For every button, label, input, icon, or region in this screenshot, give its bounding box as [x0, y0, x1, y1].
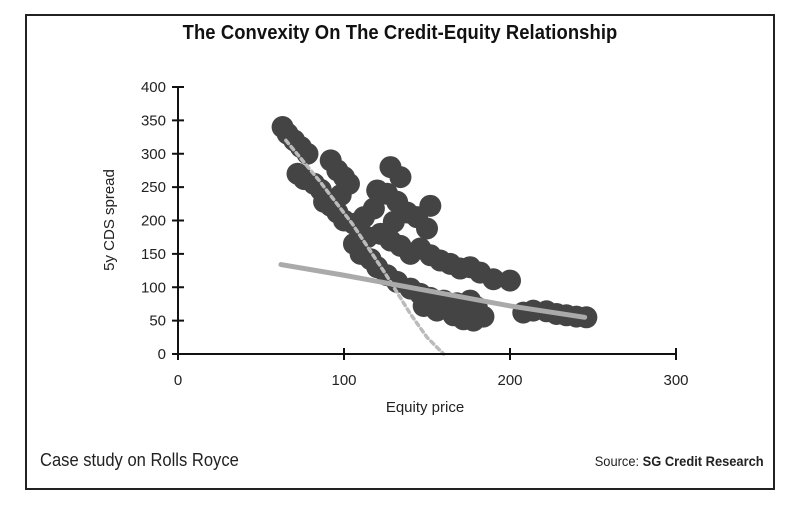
dashed-trend-line	[284, 138, 446, 356]
scatter-point	[296, 142, 319, 165]
y-tick-label: 200	[141, 213, 166, 230]
y-tick-label: 50	[149, 313, 166, 330]
scatter-point	[356, 226, 379, 249]
source-credit: Source: SG Credit Research	[595, 453, 764, 469]
y-tick-label: 350	[141, 112, 166, 129]
y-axis-label: 5y CDS spread	[101, 169, 118, 271]
case-study-caption: Case study on Rolls Royce	[40, 450, 239, 470]
x-tick-label: 100	[331, 372, 356, 389]
y-tick-label: 100	[141, 279, 166, 296]
scatter-point	[472, 305, 495, 328]
y-tick-label: 300	[141, 146, 166, 163]
x-tick-label: 0	[174, 372, 182, 389]
source-prefix: Source:	[595, 453, 640, 469]
source-name: SG Credit Research	[643, 453, 764, 469]
scatter-point	[419, 194, 442, 217]
scatter-point	[499, 269, 521, 292]
y-tick-label: 0	[158, 346, 166, 363]
y-tick-label: 150	[141, 246, 166, 263]
scatter-point	[359, 248, 382, 271]
solid-trend-line	[278, 262, 588, 320]
y-tick-label: 400	[141, 79, 166, 96]
x-axis-label: Equity price	[386, 399, 464, 416]
x-tick-label: 200	[497, 372, 522, 389]
scatter-point	[362, 197, 385, 220]
scatter-point	[389, 166, 412, 189]
scatter-point	[482, 268, 505, 291]
x-tick-label: 300	[663, 372, 688, 389]
scatter-point	[425, 299, 448, 322]
chart-marks	[271, 116, 598, 356]
scatter-point	[416, 217, 438, 240]
chart-title: The Convexity On The Credit-Equity Relat…	[182, 22, 618, 44]
y-tick-label: 250	[141, 179, 166, 196]
chart-axes: 0 50 100 150 200 250 300 350 400 0 100 200 300	[141, 79, 689, 389]
